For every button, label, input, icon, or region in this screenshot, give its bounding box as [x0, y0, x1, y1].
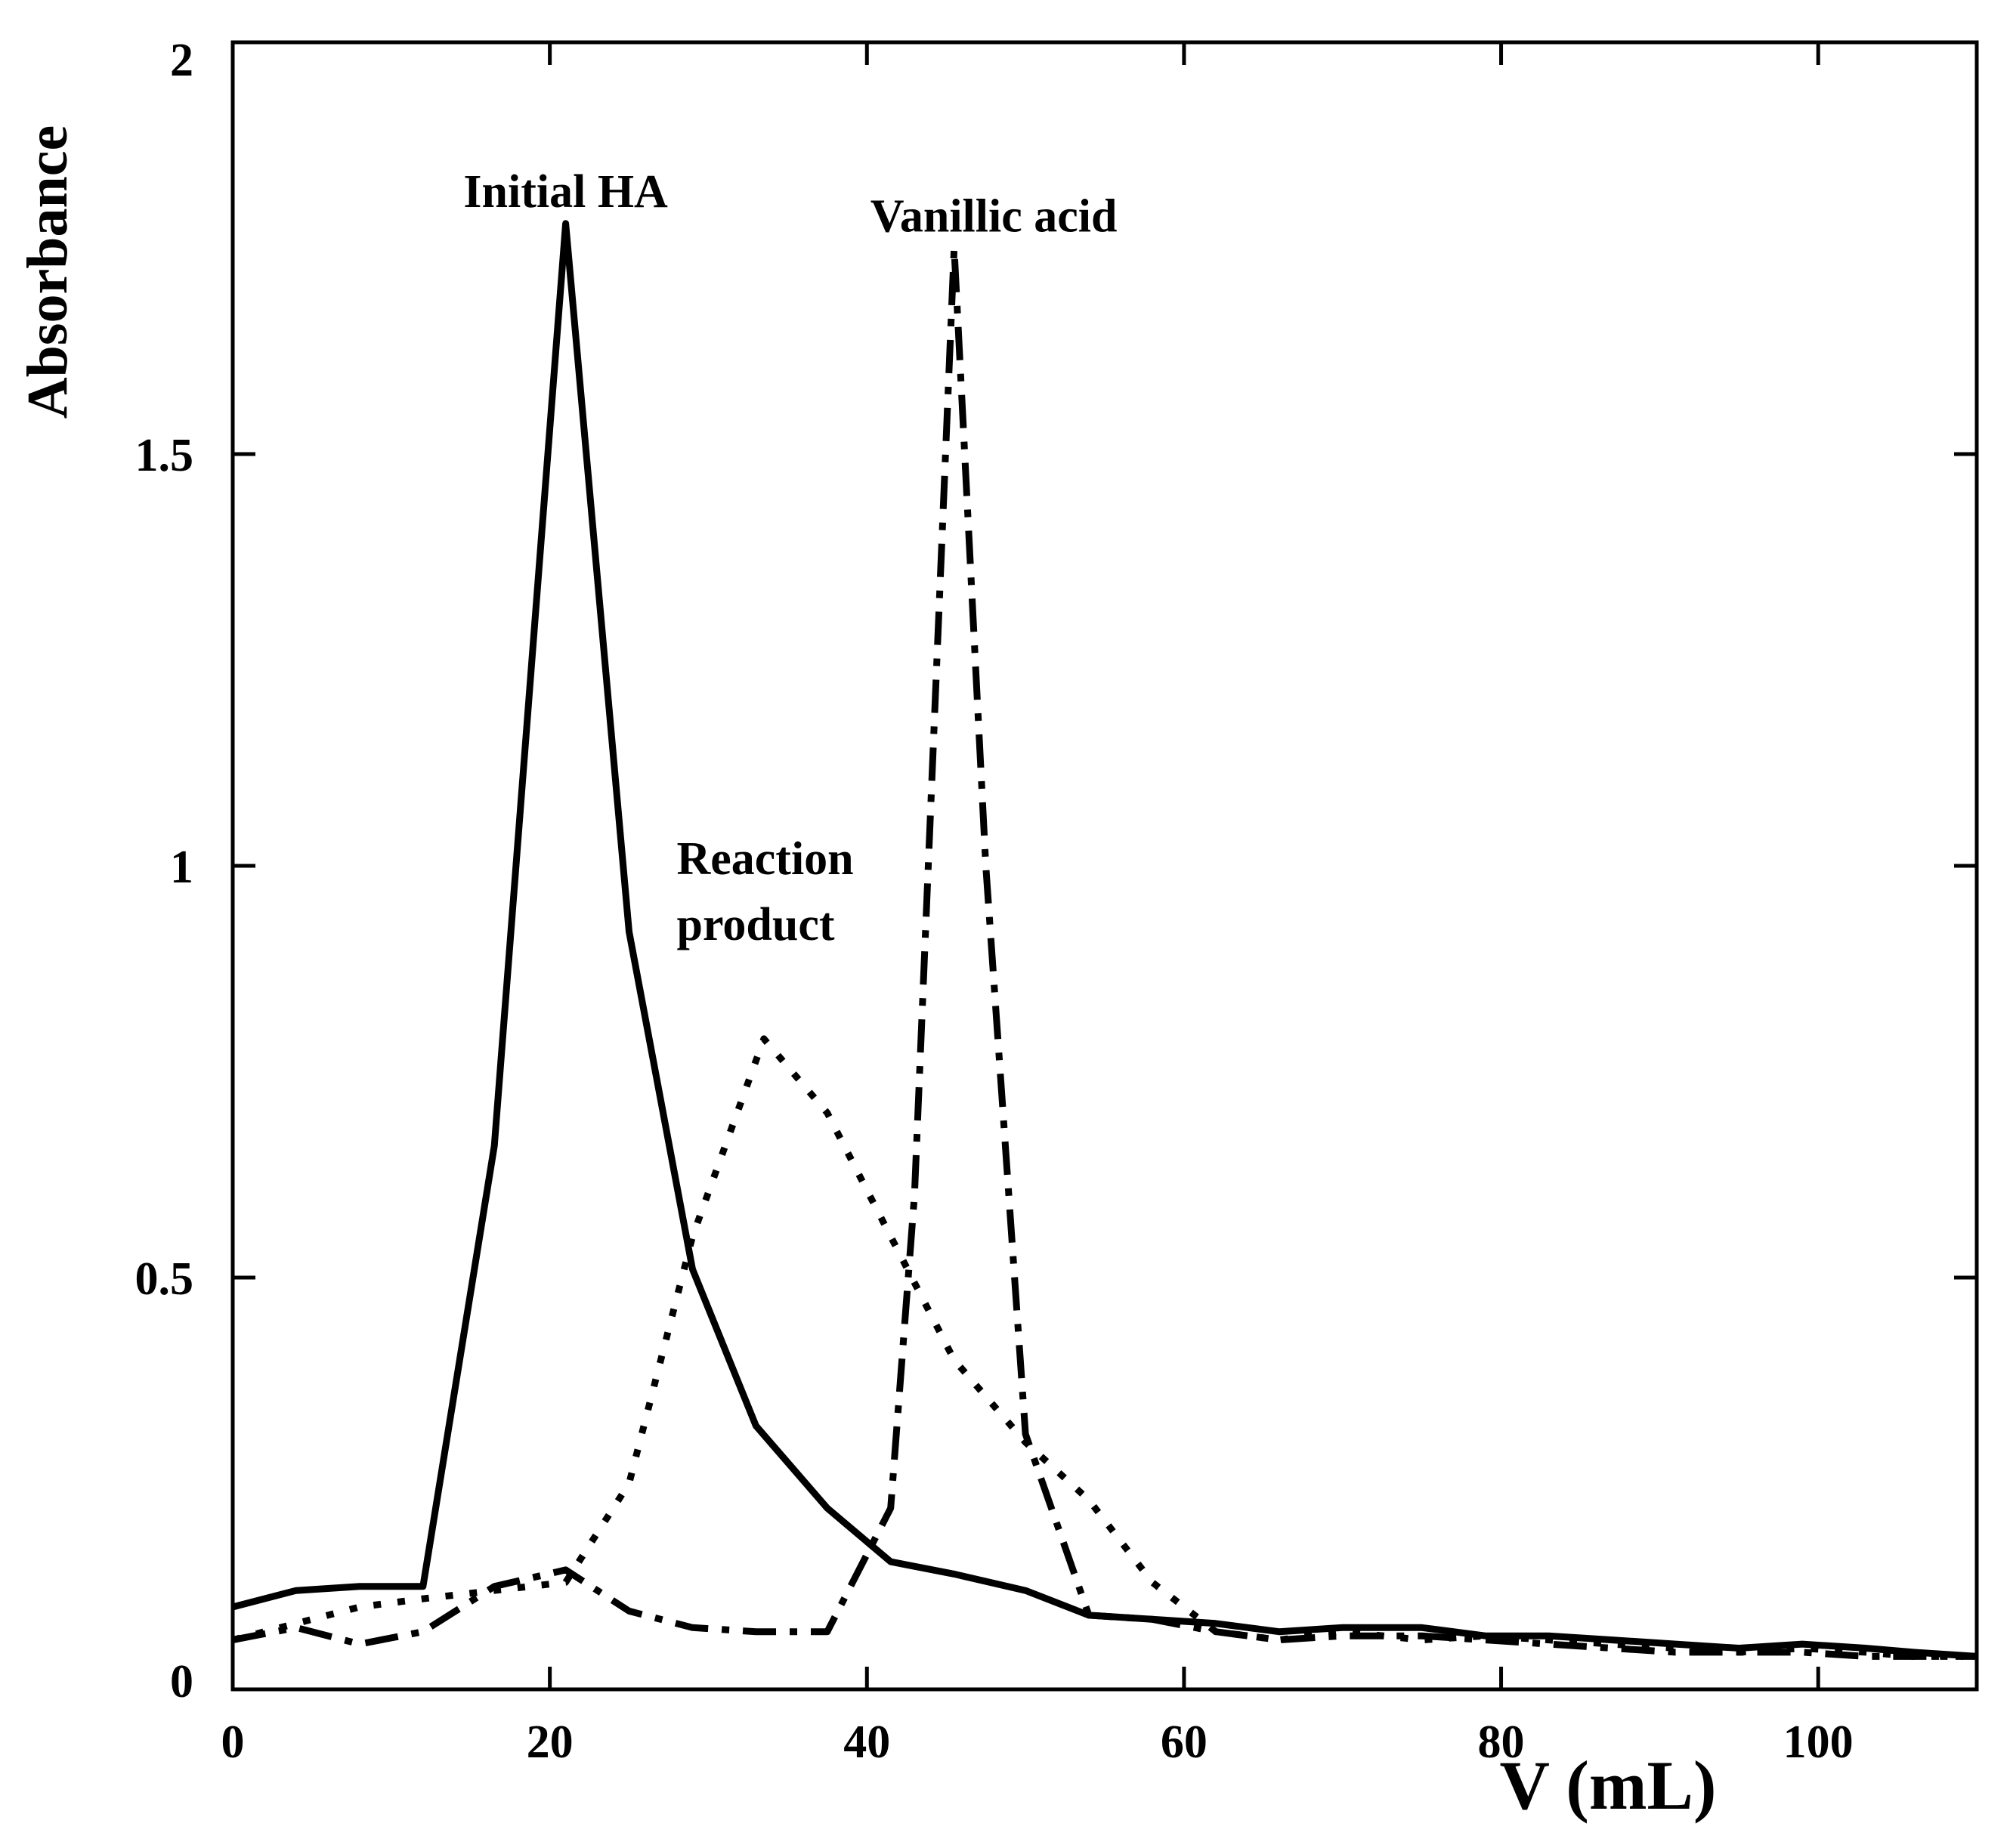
annotation-layer: Initial HA Vanillic acid Reaction product	[463, 166, 1117, 950]
y-tick-label-2: 1	[170, 842, 193, 893]
x-tick-label-3: 60	[1161, 1717, 1208, 1768]
y-tick-label-1: 0.5	[135, 1253, 194, 1305]
series-line-vanillic-acid	[232, 245, 1977, 1660]
annotation-2: Reaction	[676, 833, 853, 885]
x-tick-label-1: 20	[527, 1717, 574, 1768]
x-axis-label: V (mL)	[1499, 1747, 1716, 1824]
plot-frame	[230, 40, 1979, 1692]
x-tick-label-2: 40	[843, 1717, 890, 1768]
y-tick-label-0: 0	[170, 1656, 193, 1707]
y-tick-label-3: 1.5	[135, 430, 194, 481]
series-layer	[231, 220, 1978, 1660]
series-line-initial-ha	[231, 220, 1978, 1660]
annotation-3: product	[676, 899, 834, 950]
y-tick-label-4: 2	[170, 35, 193, 86]
axis-ticks	[230, 40, 1977, 1692]
x-tick-label-5: 100	[1783, 1717, 1854, 1768]
annotation-0: Initial HA	[463, 166, 668, 218]
x-tick-label-4: 80	[1478, 1717, 1525, 1768]
axis-tick-labels: 0 20 40 60 80 100 0 0.5 1 1.5 2	[135, 35, 1854, 1768]
x-tick-label-0: 0	[221, 1717, 245, 1768]
y-axis-label: Absorbance	[16, 125, 79, 419]
plot-border	[230, 40, 1979, 1692]
annotation-1: Vanillic acid	[870, 191, 1118, 243]
